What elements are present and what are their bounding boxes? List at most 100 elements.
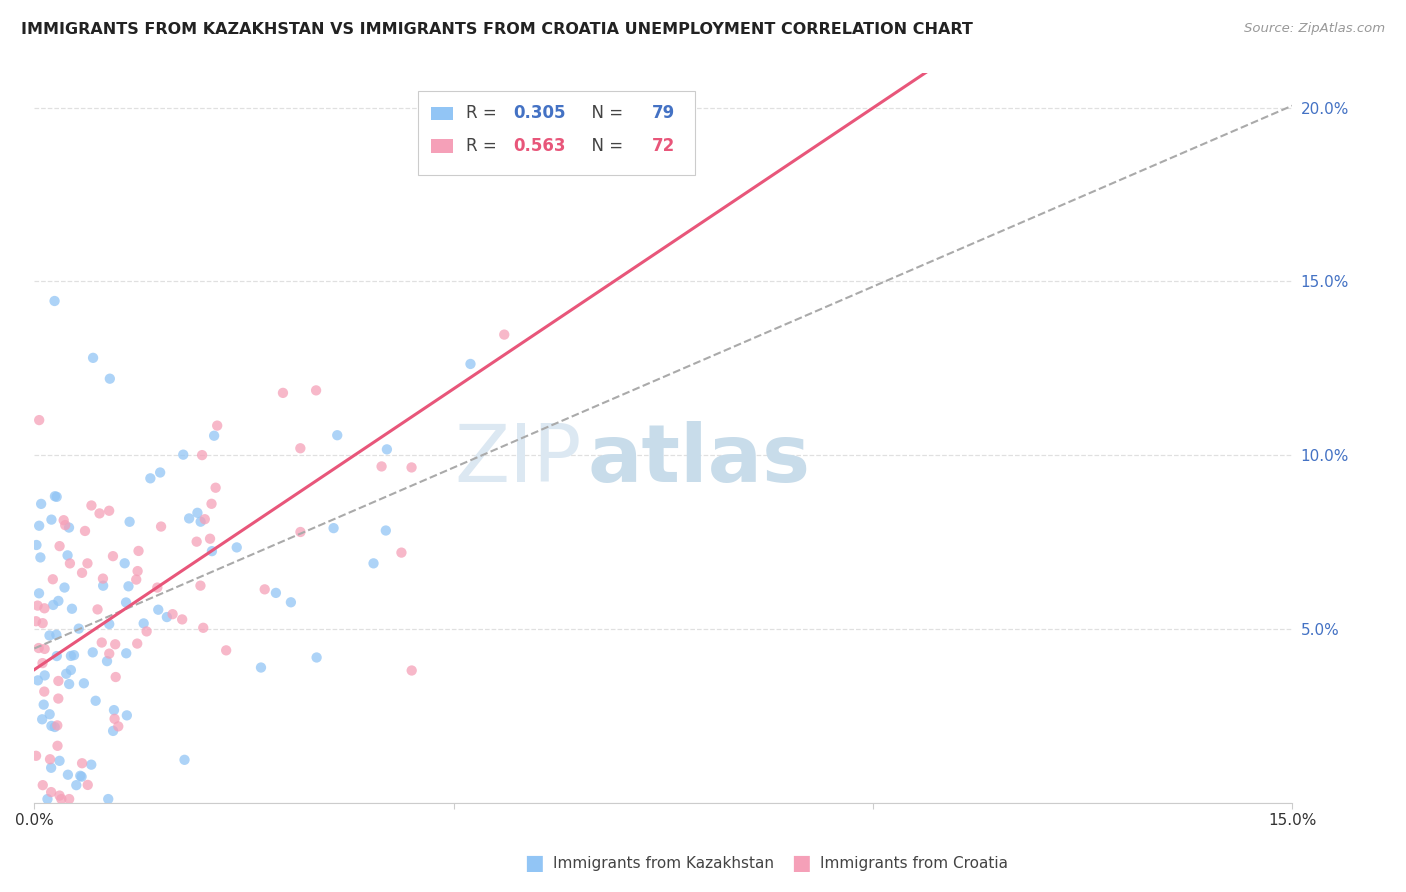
Point bbox=[97, 792, 120, 806]
Point bbox=[46, 718, 69, 732]
Point bbox=[53, 518, 76, 533]
Point bbox=[305, 650, 328, 665]
Point bbox=[179, 511, 201, 525]
Point bbox=[98, 617, 121, 632]
Point bbox=[103, 703, 125, 717]
Point bbox=[63, 648, 86, 662]
Point bbox=[48, 673, 70, 688]
Point bbox=[65, 778, 87, 792]
Point bbox=[70, 566, 93, 580]
Point bbox=[86, 602, 108, 616]
Point bbox=[38, 707, 60, 722]
Point bbox=[127, 564, 149, 578]
Text: atlas: atlas bbox=[588, 421, 811, 499]
Point bbox=[31, 778, 53, 792]
Text: Source: ZipAtlas.com: Source: ZipAtlas.com bbox=[1244, 22, 1385, 36]
Point bbox=[56, 549, 79, 563]
Point bbox=[53, 581, 76, 595]
Point bbox=[41, 719, 63, 733]
Point bbox=[290, 524, 312, 539]
Point bbox=[172, 448, 194, 462]
Point bbox=[363, 557, 385, 571]
Point bbox=[107, 719, 129, 733]
Point bbox=[73, 676, 96, 690]
Point bbox=[39, 785, 62, 799]
Point bbox=[45, 490, 67, 504]
Point bbox=[201, 544, 224, 558]
Point bbox=[98, 504, 121, 518]
Point bbox=[253, 582, 276, 597]
Point bbox=[34, 641, 56, 656]
Point bbox=[25, 538, 48, 552]
Point bbox=[190, 579, 212, 593]
Point bbox=[31, 712, 53, 726]
Point bbox=[32, 698, 55, 712]
Point bbox=[375, 442, 398, 457]
Point bbox=[190, 515, 212, 529]
Text: 79: 79 bbox=[652, 104, 675, 122]
Point bbox=[45, 628, 67, 642]
Point bbox=[101, 723, 124, 738]
Text: 72: 72 bbox=[652, 137, 675, 155]
Point bbox=[58, 520, 80, 534]
Point bbox=[103, 712, 125, 726]
Point bbox=[48, 539, 70, 553]
Point bbox=[38, 628, 60, 642]
Point bbox=[56, 768, 79, 782]
Point bbox=[264, 586, 287, 600]
Point bbox=[28, 518, 51, 533]
Point bbox=[290, 442, 312, 456]
Point bbox=[58, 677, 80, 691]
Text: Immigrants from Kazakhstan: Immigrants from Kazakhstan bbox=[553, 856, 773, 871]
Point bbox=[41, 513, 63, 527]
Point bbox=[139, 471, 162, 485]
Point bbox=[69, 769, 91, 783]
Point bbox=[172, 612, 194, 626]
Point bbox=[55, 666, 77, 681]
Point bbox=[193, 621, 215, 635]
Text: N =: N = bbox=[582, 137, 628, 155]
Point bbox=[401, 664, 423, 678]
Text: 0.563: 0.563 bbox=[513, 137, 567, 155]
Point bbox=[34, 668, 56, 682]
Point bbox=[96, 654, 118, 668]
Point bbox=[162, 607, 184, 622]
Point bbox=[117, 579, 139, 593]
Point bbox=[370, 459, 392, 474]
Point bbox=[31, 616, 53, 631]
Point bbox=[128, 544, 150, 558]
Point bbox=[91, 579, 114, 593]
Point bbox=[127, 637, 149, 651]
Point bbox=[70, 770, 93, 784]
Point bbox=[31, 656, 53, 670]
Text: ■: ■ bbox=[524, 854, 544, 873]
Point bbox=[200, 497, 222, 511]
Point bbox=[146, 581, 169, 595]
Point bbox=[67, 622, 90, 636]
Point bbox=[44, 293, 66, 308]
Point bbox=[194, 512, 217, 526]
Point bbox=[25, 614, 48, 628]
FancyBboxPatch shape bbox=[430, 106, 453, 120]
Point bbox=[37, 792, 59, 806]
Point bbox=[135, 624, 157, 639]
Point bbox=[30, 497, 52, 511]
Point bbox=[280, 595, 302, 609]
Point bbox=[225, 541, 247, 555]
Point bbox=[89, 507, 111, 521]
Point bbox=[401, 460, 423, 475]
Point bbox=[305, 384, 328, 398]
Point bbox=[125, 573, 148, 587]
Text: ZIP: ZIP bbox=[454, 421, 582, 499]
Point bbox=[115, 595, 138, 609]
FancyBboxPatch shape bbox=[418, 91, 695, 175]
Point bbox=[322, 521, 344, 535]
Text: ■: ■ bbox=[792, 854, 811, 873]
Point bbox=[91, 572, 114, 586]
Point bbox=[204, 481, 226, 495]
Point bbox=[391, 546, 413, 560]
Point bbox=[250, 660, 273, 674]
Point bbox=[494, 327, 516, 342]
Text: N =: N = bbox=[582, 104, 628, 122]
Point bbox=[59, 648, 82, 663]
